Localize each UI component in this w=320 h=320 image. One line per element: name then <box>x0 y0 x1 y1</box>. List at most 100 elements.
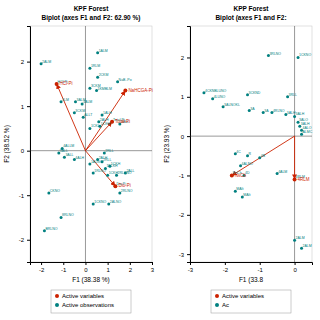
subtitle: Biplot (axes F1 and F2: <box>215 14 286 22</box>
legend-label: Active observations <box>62 302 114 308</box>
legend-marker <box>55 303 59 307</box>
reference-lines <box>190 26 312 262</box>
observation-label: R <box>249 152 252 156</box>
tick: -2 <box>39 262 45 273</box>
observation-label: 4LUNO <box>214 95 226 99</box>
zero-line-v <box>85 26 86 262</box>
variable-label: HCl-Pi <box>60 81 73 86</box>
tick-mark <box>63 262 64 265</box>
arrows <box>57 84 126 186</box>
variable-points <box>230 173 297 181</box>
axis-line <box>31 263 153 266</box>
tick-mark <box>85 262 86 265</box>
tick-mark <box>187 215 190 216</box>
observation-label: ALMC <box>303 130 313 134</box>
tick: 0 <box>293 262 297 273</box>
tick-label: 2 <box>129 267 133 273</box>
tick-label: 0 <box>181 134 185 140</box>
variable-label: 4RLM <box>298 177 310 182</box>
tick-mark <box>27 151 30 152</box>
tick-label: -2 <box>19 237 25 243</box>
x-axis: -3 -2 -1 0 <box>188 262 313 273</box>
legend-label: Ac <box>222 302 229 308</box>
tick-label: -1 <box>258 267 264 273</box>
tick: -2 <box>19 237 30 243</box>
tick-label: 1 <box>181 94 185 100</box>
observation-label: 4ALH <box>75 156 84 160</box>
tick-label: -2 <box>223 267 229 273</box>
arrow <box>232 136 295 175</box>
tick: 0 <box>84 262 88 273</box>
tick-mark <box>225 262 226 265</box>
observation-label: 4ALM <box>83 100 92 104</box>
tick: 1 <box>106 262 110 273</box>
title: KPF Forest <box>74 5 110 12</box>
observation-label: 8RLNO <box>62 213 74 217</box>
legend-marker <box>215 303 219 307</box>
observation-label: 3CKND <box>249 91 261 95</box>
tick-mark <box>187 57 190 58</box>
observation-label: 3ALNOKL <box>224 103 240 107</box>
tick: 1 <box>181 94 190 100</box>
legend-item: Active variables <box>55 293 104 299</box>
observation-label: 3ALL <box>65 153 73 157</box>
axis-line <box>191 263 313 266</box>
tick-label: 0 <box>84 267 88 273</box>
title: KPP Forest <box>234 5 270 12</box>
tick-mark <box>41 262 42 265</box>
observation-label: ALLT <box>84 113 93 117</box>
legend-marker <box>215 294 219 298</box>
observation-label: 1CKL <box>91 124 100 128</box>
tick-mark <box>152 262 153 265</box>
plot-frame <box>190 26 312 262</box>
axis-line <box>27 27 31 263</box>
observation-label: 1CKNO <box>94 200 106 204</box>
observation-label: 2ALL <box>126 169 134 173</box>
observation-label: 1CKH <box>111 162 121 166</box>
tick-label: 3 <box>151 267 155 273</box>
observation-label: 1ALH <box>103 111 112 115</box>
observation-label: 2ALM <box>42 60 51 64</box>
observation-label: 1RLM <box>91 64 100 68</box>
tick: -3 <box>179 252 190 258</box>
observation-label: 1ALNO <box>91 160 103 164</box>
observation-label: 2ALH <box>100 118 109 122</box>
y-axis: -3-2-1012 <box>179 27 191 263</box>
tick: 0 <box>21 148 30 154</box>
observation-label: 1ALM <box>99 49 108 53</box>
observation-label: 5ALL <box>60 149 68 153</box>
observation-label: 2CKM <box>99 73 109 77</box>
tick: 0 <box>181 134 190 140</box>
observation-label: 2RLL <box>103 158 111 162</box>
plot-area <box>40 51 128 232</box>
observation-label: 1CKNO <box>299 53 311 57</box>
tick-label: 2 <box>21 59 25 65</box>
tick: -1 <box>61 262 67 273</box>
observation-label: 3A <box>264 109 269 113</box>
tick: 2 <box>181 55 190 61</box>
tick-mark <box>295 262 296 265</box>
tick-label: -1 <box>61 267 67 273</box>
axis-line <box>187 27 191 263</box>
tick-label: 1 <box>21 104 25 110</box>
observation-label: 2ALM <box>303 244 312 248</box>
observation-label: 2ALNO <box>110 200 122 204</box>
tick: 2 <box>21 59 30 65</box>
zero-line-v <box>294 26 295 262</box>
tick-mark <box>27 62 30 63</box>
observation-label: 1KMBLM <box>98 87 112 91</box>
tick: -3 <box>188 262 194 273</box>
tick: 3 <box>151 262 155 273</box>
tick-mark <box>27 195 30 196</box>
tick-label: -3 <box>188 267 194 273</box>
observation-label: 4CKNBLUNO <box>205 89 227 93</box>
y-axis-title: F2 (38.52 %) <box>3 125 11 163</box>
legend-marker <box>55 294 59 298</box>
observation-label: 3ALH <box>296 112 305 116</box>
arrow <box>294 136 295 179</box>
legend-item: Active observations <box>55 302 114 308</box>
legend-label: Active variables <box>222 293 264 299</box>
legend-frame <box>51 290 131 313</box>
legend: Active variables Active observations <box>51 290 131 313</box>
observation-label: 2RLNO <box>121 189 133 193</box>
